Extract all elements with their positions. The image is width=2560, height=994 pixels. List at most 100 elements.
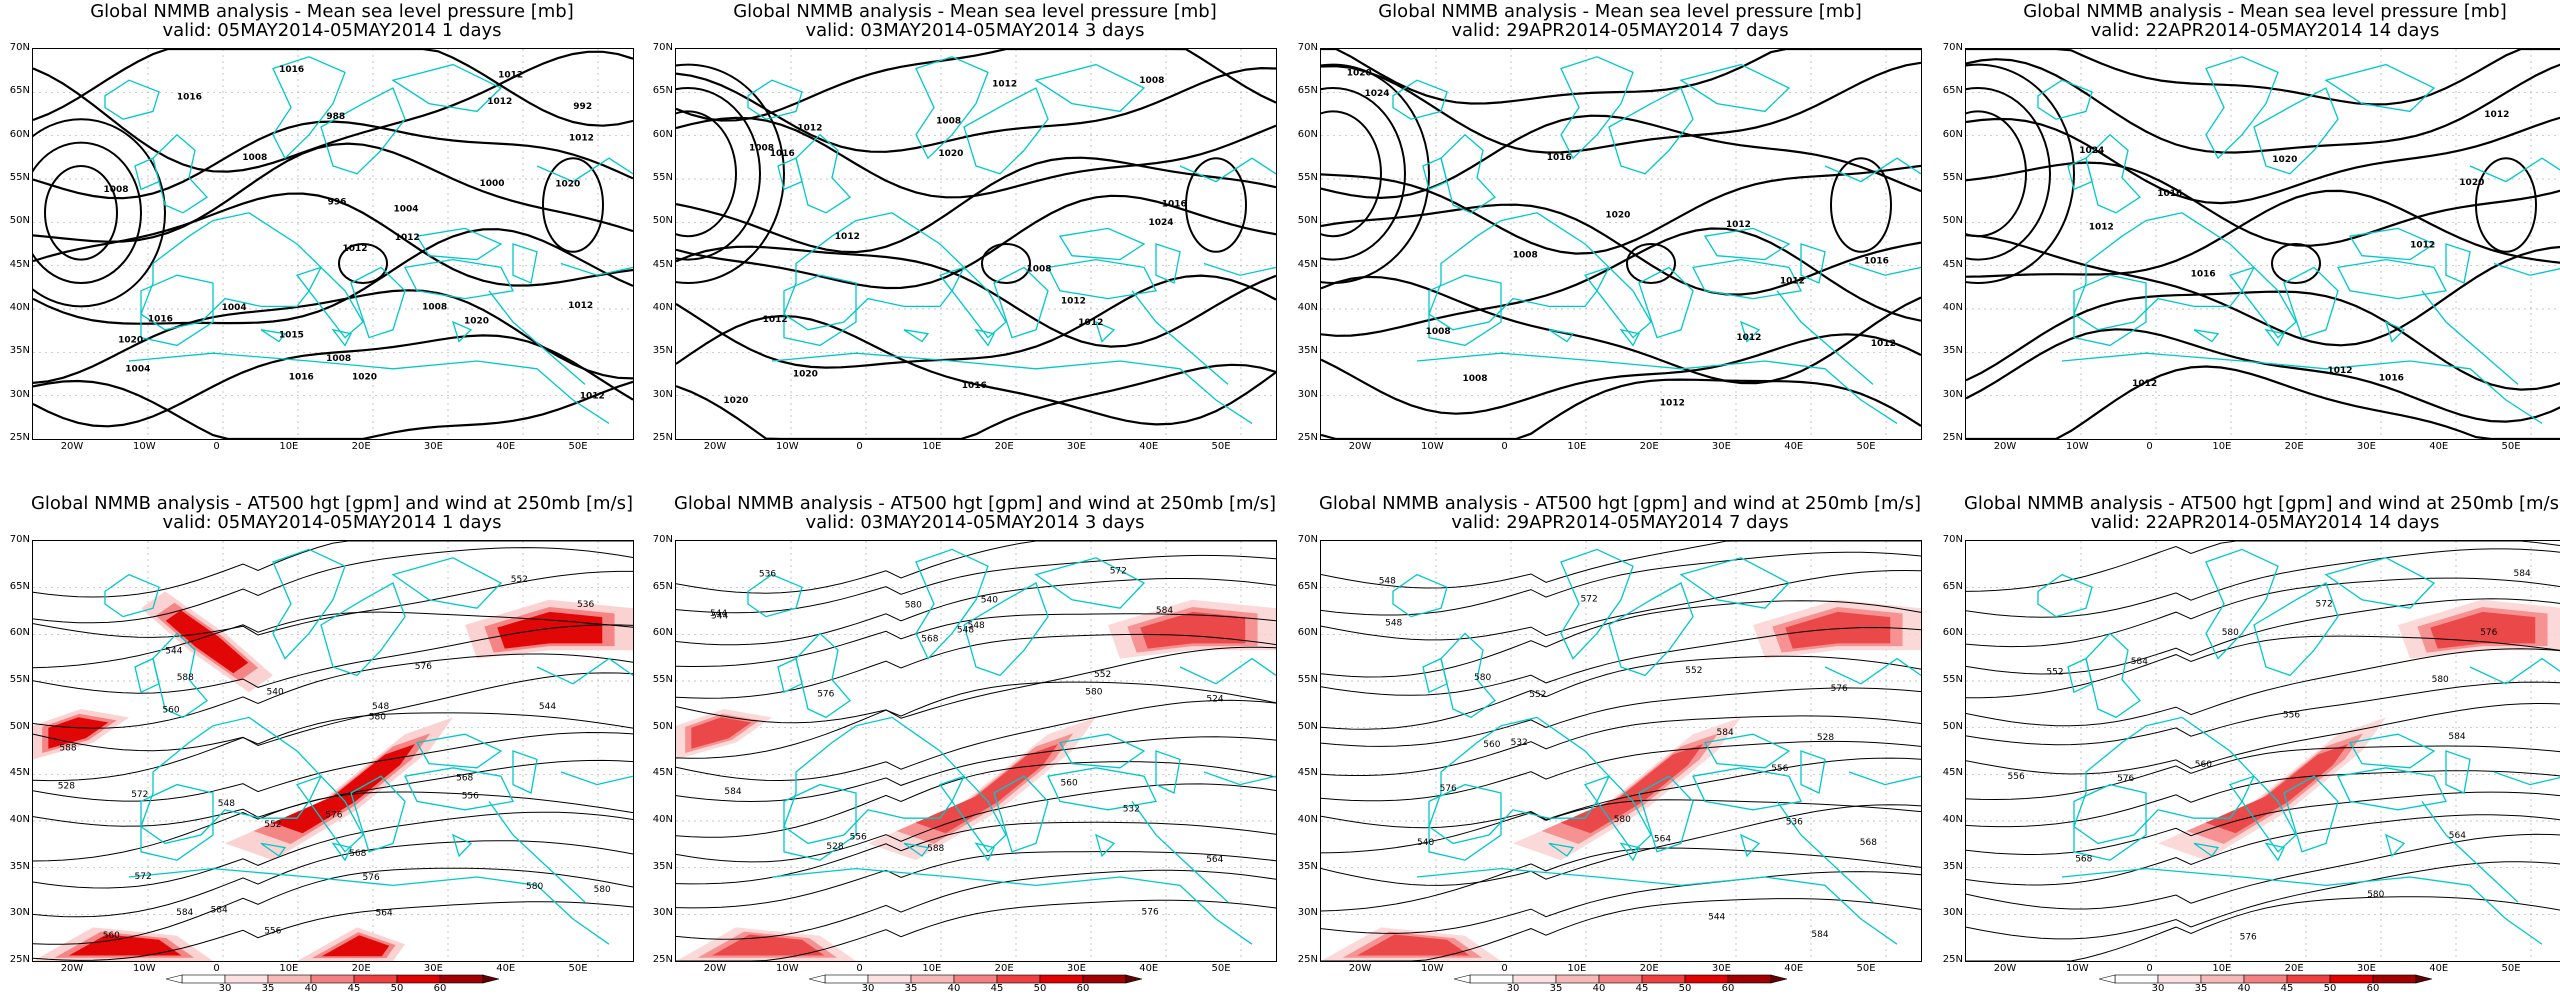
contour-label: 560 xyxy=(2195,760,2212,770)
latitude-label: 30N xyxy=(1942,907,1963,919)
contour-label: 1012 xyxy=(1078,318,1103,328)
coastline xyxy=(2085,133,2142,214)
longitude-label: 20W xyxy=(60,441,84,452)
contour-label: 572 xyxy=(2316,600,2333,610)
colorbar-max-arrow xyxy=(1770,974,1788,984)
isobar-contour xyxy=(1966,189,2560,278)
coastline xyxy=(2445,750,2471,794)
longitude-label: 10E xyxy=(2212,441,2232,452)
contour-label: 1020 xyxy=(555,179,580,189)
contour-label: 564 xyxy=(1206,855,1223,865)
geopotential-contour xyxy=(1321,569,1921,641)
contour-label: 1020 xyxy=(1347,68,1372,78)
geopotential-contour xyxy=(1321,799,1921,854)
coastline xyxy=(1679,557,1791,609)
jet-shading xyxy=(1560,743,1704,834)
contour-label: 536 xyxy=(577,600,594,610)
coastline xyxy=(152,632,208,719)
contour-label: 1000 xyxy=(480,179,505,189)
panel-valid-range: valid: 03MAY2014-05MAY2014 3 days xyxy=(805,20,1145,41)
coastline xyxy=(1058,227,1146,261)
geopotential-contour xyxy=(676,899,1276,961)
isobar-contour xyxy=(676,49,1276,122)
latitude-label: 30N xyxy=(1297,907,1318,919)
coastline xyxy=(1428,783,1502,861)
geopotential-contour xyxy=(33,672,633,752)
coastline xyxy=(2253,87,2339,175)
coastline xyxy=(1776,801,1874,903)
coastline xyxy=(260,842,287,857)
colorbar-swatch xyxy=(1727,974,1772,984)
contour-label: 552 xyxy=(1685,666,1702,676)
contour-label: 568 xyxy=(456,773,473,783)
geopotential-contour xyxy=(676,613,1276,668)
contour-label: 540 xyxy=(267,688,284,698)
coastline xyxy=(1179,157,1276,183)
colorbar-label: 40 xyxy=(2237,983,2251,994)
geopotential-contour xyxy=(676,633,1276,699)
contour-label: 576 xyxy=(1440,784,1457,794)
longitude-label: 50E xyxy=(1211,441,1231,452)
latitude-label: 40N xyxy=(1942,302,1963,313)
contour-label: 1016 xyxy=(2191,269,2216,279)
colorbar-label: 35 xyxy=(1549,983,1563,994)
geopotential-contour xyxy=(676,646,1276,724)
coastline xyxy=(152,133,209,214)
geopotential-contour xyxy=(1966,861,2560,940)
contour-label: 1012 xyxy=(568,301,593,311)
contour-label: 556 xyxy=(1771,764,1788,774)
contour-label: 1016 xyxy=(1162,199,1187,209)
contour-label: 572 xyxy=(131,790,148,800)
latitude-label: 40N xyxy=(9,302,30,313)
coastline xyxy=(1739,320,1761,343)
contour-label: 580 xyxy=(2432,675,2449,685)
contour-label: 548 xyxy=(968,621,985,631)
panel-title: Global NMMB analysis - Mean sea level pr… xyxy=(2023,1,2507,22)
contour-label: 556 xyxy=(2283,711,2300,721)
colorbar-label: 30 xyxy=(861,983,875,994)
coastline xyxy=(1131,290,1229,385)
coastline xyxy=(1619,842,1640,862)
colorbar-label: 50 xyxy=(2323,983,2337,994)
map-canvas: 1016 102010241012101210201012100810081016… xyxy=(676,49,1276,439)
colorbar-swatch xyxy=(1598,974,1643,984)
isobar-closed-contour xyxy=(1966,87,2051,261)
coastline xyxy=(1203,262,1276,276)
colorbar-swatch xyxy=(953,974,998,984)
coastline xyxy=(128,867,610,945)
contour-label: 568 xyxy=(1860,838,1877,848)
coastline xyxy=(331,328,352,347)
colorbar-swatch xyxy=(353,974,398,984)
longitude-label: 30E xyxy=(2356,441,2376,452)
contour-label: 572 xyxy=(1581,595,1598,605)
coastline xyxy=(1824,657,1921,685)
latitude-label: 60N xyxy=(1942,627,1963,639)
contour-label: 584 xyxy=(2448,732,2465,742)
colorbar-label: 35 xyxy=(2194,983,2208,994)
geopotential-contour xyxy=(676,869,1276,940)
colorbar-swatch xyxy=(1512,974,1557,984)
coastline xyxy=(350,775,406,853)
coastline xyxy=(260,329,287,343)
colorbar-swatch xyxy=(996,974,1041,984)
latitude-label: 45N xyxy=(652,767,673,779)
jet-shading xyxy=(1140,611,1246,649)
coastline xyxy=(771,867,1253,945)
coastline xyxy=(1440,133,1497,214)
coastline xyxy=(783,212,965,331)
contour-label: 1020 xyxy=(464,316,489,326)
contour-label: 564 xyxy=(2449,831,2466,841)
geopotential-contour xyxy=(1321,804,1921,886)
contour-label: 1008 xyxy=(422,303,447,313)
latitude-label: 45N xyxy=(1297,258,1318,270)
latitude-label: 65N xyxy=(9,85,30,97)
isobar-contour xyxy=(1321,275,1921,385)
coastline xyxy=(2283,266,2339,339)
latitude-label: 65N xyxy=(652,85,673,97)
contour-label: 584 xyxy=(2514,569,2531,579)
colorbar-min-arrow xyxy=(1453,974,1471,984)
contour-label: 580 xyxy=(1614,815,1631,825)
panel-valid-range: valid: 29APR2014-05MAY2014 7 days xyxy=(1451,20,1789,41)
longitude-label: 20E xyxy=(351,441,371,452)
contour-label: 576 xyxy=(325,810,342,820)
